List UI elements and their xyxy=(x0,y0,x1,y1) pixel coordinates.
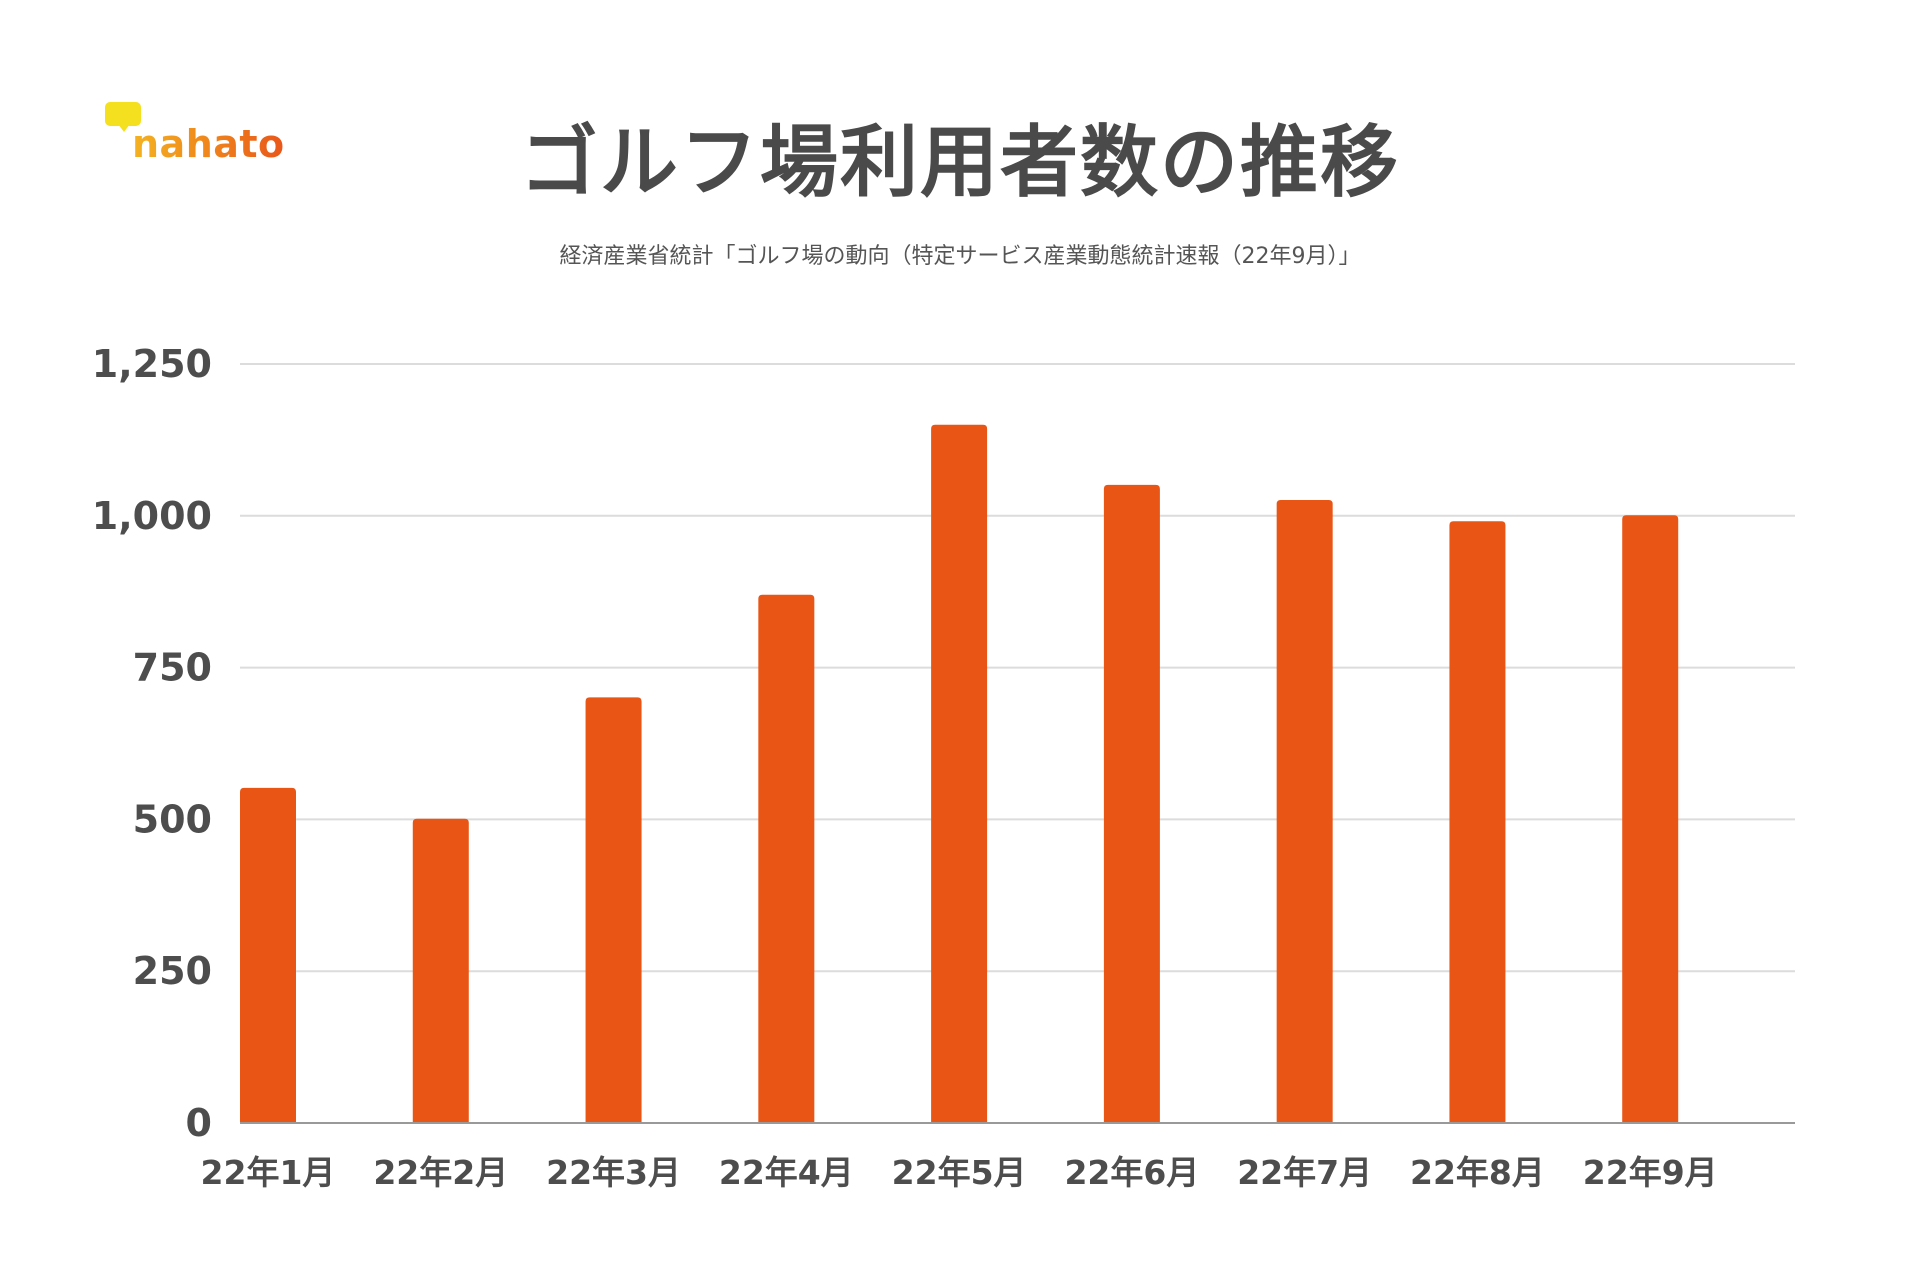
y-tick-label: 750 xyxy=(133,646,212,690)
bar xyxy=(758,594,815,1123)
speech-bubble-icon xyxy=(105,102,141,132)
bars xyxy=(240,424,1679,1124)
y-tick-label: 500 xyxy=(133,797,212,841)
x-tick-label: 22年8月 xyxy=(1410,1153,1545,1192)
y-tick-label: 1,000 xyxy=(92,494,212,538)
x-tick-label: 22年2月 xyxy=(373,1153,508,1192)
x-tick-label: 22年9月 xyxy=(1583,1153,1718,1192)
x-tick-label: 22年5月 xyxy=(892,1153,1027,1192)
bar xyxy=(1103,484,1160,1124)
bar xyxy=(1622,515,1679,1123)
x-tick-label: 22年3月 xyxy=(546,1153,681,1192)
y-tick-label: 0 xyxy=(186,1101,212,1145)
y-tick-label: 1,250 xyxy=(92,342,212,386)
x-tick-label: 22年6月 xyxy=(1064,1153,1199,1192)
bar xyxy=(1276,500,1333,1123)
gridlines xyxy=(240,363,1795,973)
bar xyxy=(1449,521,1506,1123)
bar xyxy=(585,697,642,1123)
x-tick-label: 22年7月 xyxy=(1237,1153,1372,1192)
chart-subtitle: 経済産業省統計「ゴルフ場の動向（特定サービス産業動態統計速報（22年9月）」 xyxy=(559,244,1361,269)
bar xyxy=(931,424,988,1124)
x-tick-label: 22年1月 xyxy=(201,1153,336,1192)
x-tick-label: 22年4月 xyxy=(719,1153,854,1192)
bar xyxy=(412,818,469,1123)
chart-title: ゴルフ場利用者数の推移 xyxy=(519,118,1400,208)
logo-text: nahato xyxy=(132,122,285,166)
y-axis-ticks: 0 250 500 750 1,000 1,250 xyxy=(92,342,212,1145)
bar xyxy=(240,787,296,1123)
brand-logo: nahato xyxy=(102,100,312,166)
y-tick-label: 250 xyxy=(133,949,212,993)
x-axis-ticks: 22年1月 22年2月 22年3月 22年4月 22年5月 22年6月 22年7月 22年8月… xyxy=(201,1153,1718,1192)
